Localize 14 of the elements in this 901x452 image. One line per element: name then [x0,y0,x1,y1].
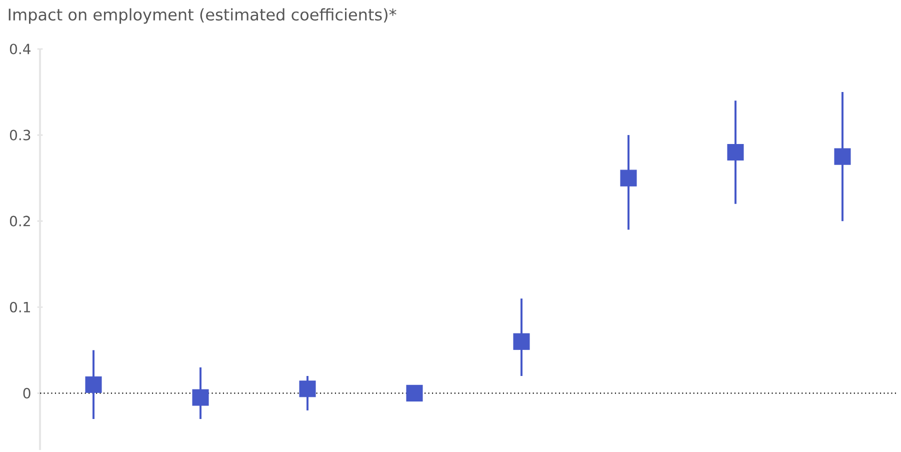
y-tick-label: 0.3 [10,130,30,140]
point [727,144,744,161]
point [513,333,530,350]
point [406,384,423,402]
y-tick-label: 0.4 [10,44,30,54]
point [299,380,316,398]
point [192,389,209,406]
point [85,376,102,393]
point [620,170,637,186]
y-tick-label: 0 [23,388,30,398]
y-tick-label: 0.1 [10,302,30,312]
chart-title: Impact on employment (estimated coefficients)* [8,8,396,24]
y-tick-label: 0.2 [10,216,30,226]
point [834,148,851,165]
